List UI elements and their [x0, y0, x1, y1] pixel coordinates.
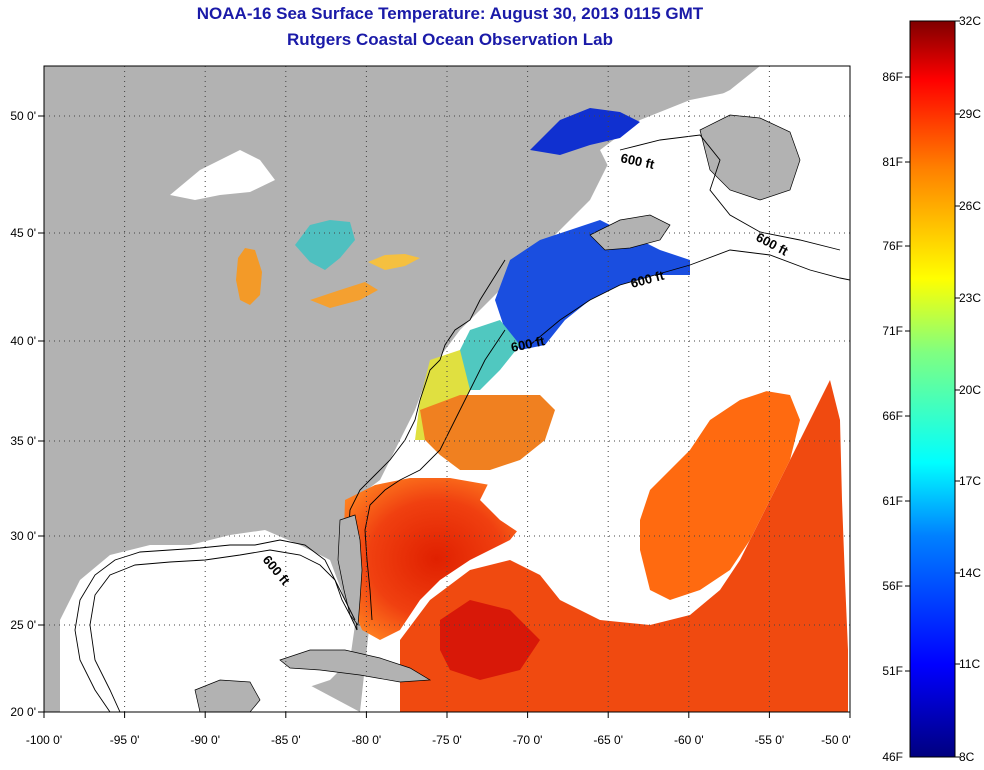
isobath-label-new-jersey: 600 ft	[510, 333, 547, 355]
colorbar-ticks	[905, 20, 960, 758]
colorbar-f-label: 46F	[882, 750, 903, 764]
colorbar-c-label: 32C	[959, 14, 981, 28]
colorbar-f-label: 66F	[882, 409, 903, 423]
lake-erie	[310, 282, 378, 308]
lat-tick-label: 45 0'	[10, 226, 36, 240]
lon-tick-label: -80 0'	[352, 733, 382, 747]
midatlantic-shelf-cyan	[450, 320, 520, 390]
lon-tick-label: -65 0'	[593, 733, 623, 747]
lon-tick-labels: -100 0' -95 0' -90 0' -85 0' -80 0' -75 …	[26, 733, 851, 747]
axis-ticks	[38, 115, 851, 718]
colorbar-f-label: 51F	[882, 664, 903, 678]
cold-water-st-lawrence	[530, 108, 640, 155]
lat-tick-label: 40 0'	[10, 334, 36, 348]
florida	[337, 514, 363, 626]
lat-tick-label: 30 0'	[10, 529, 36, 543]
colorbar-f-label: 81F	[882, 155, 903, 169]
cold-water-gulf-of-maine	[495, 220, 690, 350]
warm-water-carolinas	[420, 395, 555, 470]
gulf-of-mexico	[60, 530, 355, 712]
lon-tick-label: -95 0'	[110, 733, 140, 747]
colorbar-f-label: 56F	[882, 579, 903, 593]
colorbar-f-label: 76F	[882, 239, 903, 253]
warm-water-sargasso-red	[440, 600, 540, 680]
isobath-600ft-northeast	[529, 249, 850, 346]
lat-tick-label: 20 0'	[10, 705, 36, 719]
colorbar-c-label: 26C	[959, 199, 981, 213]
lat-tick-label: 50 0'	[10, 109, 36, 123]
isobath-600ft-gulf	[89, 549, 356, 712]
colorbar-c-label: 14C	[959, 566, 981, 580]
colorbar-c-label: 11C	[959, 657, 980, 671]
lon-tick-label: -75 0'	[432, 733, 462, 747]
cloud-northeast	[690, 250, 820, 330]
cuba	[279, 649, 432, 683]
lon-tick-label: -100 0'	[26, 733, 62, 747]
lake-ontario	[368, 254, 420, 270]
colorbar-f-label: 71F	[882, 324, 903, 338]
lon-tick-label: -90 0'	[190, 733, 220, 747]
lat-tick-labels: 50 0' 45 0' 40 0' 35 0' 30 0' 25 0' 20 0…	[10, 109, 36, 719]
colorbar-f-label: 86F	[882, 70, 903, 84]
colorbar-c-label: 29C	[959, 107, 981, 121]
lat-tick-label: 25 0'	[10, 618, 36, 632]
lake-superior	[170, 150, 275, 200]
isobath-label-labrador: 600 ft	[619, 150, 656, 172]
map-panel: 600 ft 600 ft 600 ft 600 ft 600 ft	[44, 66, 850, 712]
lake-michigan	[236, 248, 262, 305]
map-title: NOAA-16 Sea Surface Temperature: August …	[196, 4, 704, 23]
map-subtitle: Rutgers Coastal Ocean Observation Lab	[287, 30, 613, 49]
lat-tick-label: 35 0'	[10, 434, 36, 448]
colorbar-c-label: 8C	[959, 750, 975, 764]
isobath-600ft-labrador	[619, 134, 841, 251]
warm-water-gulf-stream	[343, 478, 530, 640]
lon-tick-label: -85 0'	[271, 733, 301, 747]
cloud-swirl	[480, 280, 790, 610]
lon-tick-label: -60 0'	[674, 733, 704, 747]
yucatan	[194, 679, 261, 712]
colorbar-c-label: 20C	[959, 383, 981, 397]
colorbar-gradient	[909, 20, 956, 758]
colorbar-c-label: 17C	[959, 474, 981, 488]
colorbar-c-label: 23C	[959, 291, 981, 305]
lon-tick-label: -70 0'	[513, 733, 543, 747]
colorbar: 86F 81F 76F 71F 66F 61F 56F 51F 46F 32C …	[882, 14, 981, 764]
colorbar-f-label: 61F	[882, 494, 903, 508]
isobath-600ft-atlantic	[364, 329, 506, 621]
lon-tick-label: -50 0'	[821, 733, 851, 747]
lon-tick-label: -55 0'	[755, 733, 785, 747]
